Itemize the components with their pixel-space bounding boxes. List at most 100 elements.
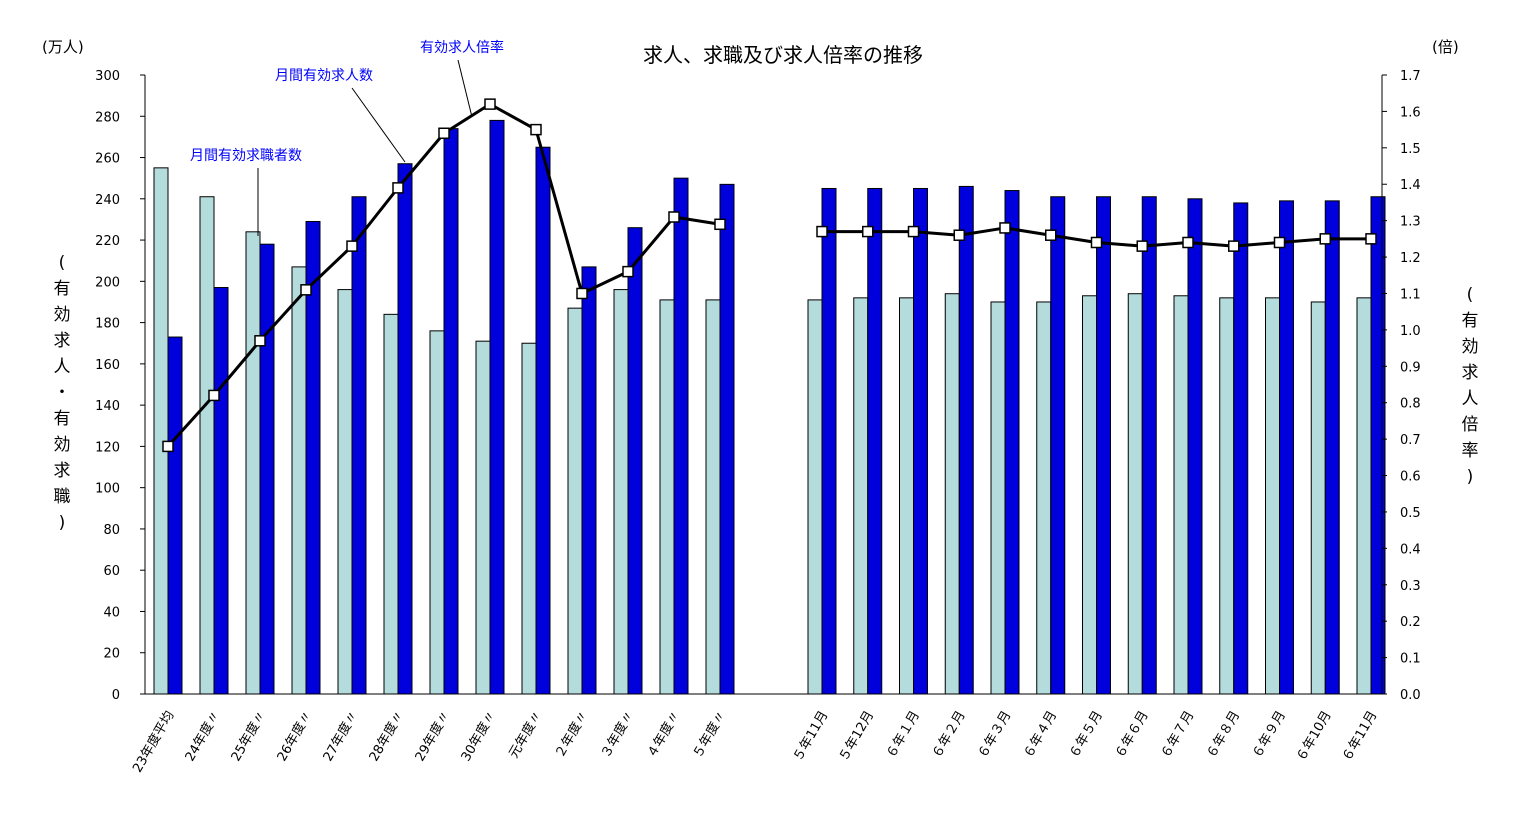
x-category-label: 28年度〃: [366, 708, 408, 764]
ratio-point-marker: [438, 127, 450, 140]
x-category-label: ６年６月: [1113, 709, 1152, 762]
x-category-label: ６年11月: [1340, 709, 1381, 765]
right-tick-label: 0.4: [1400, 542, 1421, 557]
left-tick-label: 20: [103, 647, 120, 662]
x-category-label: ６年５月: [1067, 709, 1106, 762]
left-tick-label: 200: [95, 275, 120, 290]
job-seekers-bar: [521, 342, 537, 695]
right-tick-label: 1.0: [1400, 324, 1421, 339]
x-category-label: 29年度〃: [412, 708, 454, 764]
job-offers-bar: [913, 187, 928, 695]
ratio-point-marker: [816, 225, 828, 238]
ratio-point-marker: [1090, 236, 1103, 249]
right-tick-label: 1.5: [1400, 142, 1421, 157]
job-seekers-bar: [1082, 295, 1097, 695]
x-category-label: ６年９月: [1250, 709, 1289, 762]
ratio-point-marker: [999, 222, 1011, 234]
right-tick-label: 0.8: [1400, 397, 1421, 412]
x-category-label: 元年度〃: [506, 708, 546, 761]
x-category-label: 23年度平均: [129, 708, 177, 775]
job-seekers-bar: [1036, 301, 1052, 695]
ratio-point-marker: [300, 284, 312, 296]
job-seekers-bar: [153, 167, 169, 695]
job-seekers-bar: [944, 293, 960, 695]
annotation-job-seekers: 月間有効求職者数: [190, 148, 302, 164]
job-seekers-bar: [1310, 301, 1326, 695]
job-offers-bar: [167, 336, 183, 695]
x-category-label: 30年度〃: [458, 708, 500, 764]
job-seekers-bar: [475, 340, 491, 695]
left-tick-label: 160: [95, 358, 120, 373]
annotation-job-offers-leader: [351, 87, 406, 163]
job-offers-bar: [1370, 196, 1386, 695]
left-axis-unit: (万人): [42, 38, 84, 56]
job-seekers-bar: [613, 289, 629, 695]
ratio-point-marker: [162, 440, 174, 453]
left-tick-label: 60: [103, 564, 120, 579]
ratio-line-layer: [162, 98, 1377, 453]
job-offers-bar: [1187, 198, 1203, 695]
left-axis-title: (有効求人・有効求職): [54, 253, 71, 533]
ratio-point-marker: [1365, 233, 1377, 245]
x-category-label: 24年度〃: [182, 708, 224, 764]
job-seekers-bar: [337, 289, 353, 695]
right-tick-label: 1.6: [1400, 105, 1421, 120]
right-tick-label: 0.2: [1400, 615, 1421, 630]
job-offers-bar: [673, 177, 689, 695]
job-offers-bar: [213, 287, 229, 695]
job-offers-bar: [1324, 200, 1340, 695]
annotation-job-offers: 月間有効求人数: [275, 68, 373, 84]
job-seekers-bar: [1127, 293, 1143, 695]
job-seekers-bar: [567, 307, 583, 695]
left-tick-label: 260: [95, 152, 120, 167]
ratio-point-marker: [622, 265, 634, 278]
right-tick-label: 0.9: [1400, 360, 1421, 375]
job-offers-bar: [535, 146, 551, 695]
x-category-label: ３年度〃: [598, 708, 638, 761]
x-category-label: ６年８月: [1204, 709, 1243, 762]
x-category-label: ６年４月: [1021, 709, 1060, 762]
job-seekers-bar: [853, 297, 869, 695]
chart-title: 求人、求職及び求人倍率の推移: [643, 43, 923, 67]
ratio-point-marker: [392, 182, 404, 194]
right-tick-label: 0.7: [1400, 433, 1421, 448]
left-tick-label: 0: [112, 688, 120, 703]
right-tick-label: 0.0: [1400, 688, 1421, 703]
job-seekers-bar: [1265, 297, 1280, 695]
ratio-point-marker: [576, 287, 588, 300]
right-axis-unit: (倍): [1432, 38, 1459, 56]
annotation-ratio-leader: [457, 59, 473, 118]
annotations-layer: 月間有効求職者数 月間有効求人数 有効求人倍率: [190, 39, 504, 236]
job-offers-bar: [443, 128, 459, 695]
ratio-point-marker: [668, 211, 680, 223]
right-tick-label: 1.1: [1400, 287, 1421, 302]
x-category-label: ６年７月: [1158, 709, 1197, 762]
x-category-label: ５年度〃: [690, 708, 730, 761]
job-offers-bar: [1050, 196, 1066, 695]
right-tick-label: 0.5: [1400, 506, 1421, 521]
right-tick-label: 0.6: [1400, 470, 1421, 485]
job-offers-bar: [867, 187, 883, 695]
job-offers-bar: [1279, 200, 1294, 695]
ratio-point-marker: [1228, 240, 1240, 252]
job-seekers-bar: [199, 196, 215, 695]
x-category-label: ４年度〃: [644, 708, 684, 761]
x-category-label: 27年度〃: [320, 708, 362, 764]
job-offers-bar: [397, 163, 413, 695]
vertical-axis-labels: (有効求人・有効求職) (有効求人倍率): [54, 253, 1479, 533]
job-seekers-bar: [1219, 297, 1235, 695]
job-offers-bar: [1004, 190, 1020, 695]
x-category-label: ２年度〃: [552, 708, 592, 761]
ratio-point-marker: [1273, 236, 1286, 249]
ratio-point-marker: [208, 389, 220, 402]
x-category-label: ６年３月: [975, 709, 1014, 762]
x-category-label: ６年２月: [930, 709, 969, 762]
job-seekers-bar: [1356, 297, 1372, 695]
job-seekers-bar: [245, 231, 261, 695]
job-offers-bar: [581, 266, 597, 695]
ratio-point-marker: [953, 229, 965, 241]
ratio-point-marker: [254, 335, 266, 347]
ratio-point-marker: [862, 225, 874, 238]
